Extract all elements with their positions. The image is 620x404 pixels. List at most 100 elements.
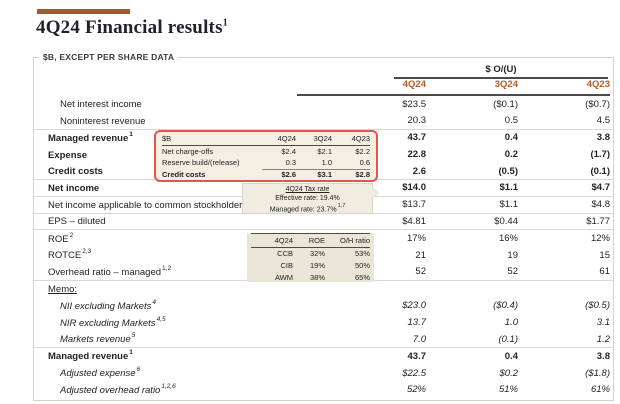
- cell-value: 1.2: [596, 333, 610, 345]
- callout-cell: Credit costs: [162, 169, 206, 179]
- callout-cell: Reserve build/(release): [162, 158, 240, 168]
- callout-cell: $3.1: [296, 169, 332, 179]
- callout-header-cell: 4Q23: [351, 134, 370, 144]
- row-label: NIR excluding Markets4,5: [60, 315, 166, 329]
- cell-value: 0.5: [504, 115, 518, 127]
- cell-value: $23.0: [402, 300, 426, 312]
- cell-value: 1.0: [504, 317, 518, 329]
- callout-cell: $2.4: [281, 146, 296, 156]
- cell-value: $1.1: [499, 199, 519, 211]
- cell-value: 0.2: [504, 149, 518, 161]
- cell-value: $1.1: [499, 182, 519, 194]
- callout-cell: CCB: [277, 249, 293, 258]
- financial-table-frame: $B, EXCEPT PER SHARE DATA $ O/(U) 4Q24 3…: [33, 52, 614, 401]
- column-headers: 4Q24 3Q24 4Q23: [34, 79, 613, 90]
- callout-row: Reserve build/(release) 0.3 1.0 0.6: [162, 157, 370, 169]
- row-label: Credit costs: [48, 166, 103, 178]
- callout-header-cell: 4Q24: [274, 235, 293, 245]
- cell-value: 12%: [590, 233, 610, 245]
- table-row: Expense 22.8 0.2 (1.7): [34, 146, 613, 163]
- row-label: Net interest income: [60, 99, 142, 111]
- page-title: 4Q24 Financial results1: [36, 17, 228, 39]
- callout-cell: 50%: [354, 261, 370, 270]
- cell-value: 52%: [406, 384, 426, 396]
- callout-cell: 32%: [309, 249, 325, 258]
- row-label: Adjusted expense6: [60, 366, 141, 380]
- cell-value: 0.4: [504, 132, 518, 144]
- cell-value: ($0.4): [493, 300, 518, 312]
- col-header-4q23: 4Q23: [586, 79, 610, 90]
- credit-costs-callout: $B 4Q24 3Q24 4Q23 Net charge-offs $2.4 $…: [154, 130, 378, 182]
- cell-value: 16%: [498, 233, 518, 245]
- spacer: [34, 79, 338, 90]
- cell-value: 52: [507, 266, 518, 278]
- callout-cell: AWM: [274, 273, 293, 282]
- cell-value: ($0.5): [585, 300, 610, 312]
- row-label: Noninterest revenue: [60, 115, 146, 127]
- callout-cell: 0.6: [359, 158, 370, 168]
- cell-value: 3.8: [596, 132, 610, 144]
- cell-value: (0.5): [498, 165, 518, 177]
- cell-value: 0.4: [504, 350, 518, 362]
- row-label: ROTCE2,3: [48, 248, 92, 262]
- callout-cell: CIB: [280, 261, 293, 270]
- table-row: Managed revenue1 43.7 0.4 3.8: [34, 348, 613, 365]
- title-footnote: 1: [222, 17, 228, 29]
- cell-value: $0.2: [499, 367, 519, 379]
- table-row: Noninterest revenue 20.3 0.5 4.5: [34, 113, 613, 130]
- callout-row: CCB 32% 53%: [251, 248, 370, 260]
- table-row: Adjusted expense6 $22.5 $0.2 ($1.8): [34, 365, 613, 382]
- row-label: Net income applicable to common stockhol…: [48, 199, 248, 211]
- cell-value: 22.8: [407, 149, 427, 161]
- cell-value: 15: [599, 250, 610, 262]
- col-header-3q24: 3Q24: [494, 79, 518, 90]
- cell-value: 21: [415, 250, 426, 262]
- callout-cell: 65%: [354, 273, 370, 282]
- cell-value: 7.0: [412, 333, 426, 345]
- row-label: Memo:: [48, 283, 78, 295]
- col-header-4q24: 4Q24: [402, 79, 426, 90]
- callout-cell: 19%: [309, 261, 325, 270]
- cell-value: $4.81: [402, 215, 426, 227]
- row-label: NII excluding Markets4: [60, 298, 156, 313]
- row-label: Net income: [48, 182, 100, 194]
- callout-cell: 1.0: [321, 158, 332, 168]
- cell-value: 43.7: [407, 350, 427, 362]
- table-header: $ O/(U) 4Q24 3Q24 4Q23: [34, 58, 613, 96]
- row-label: Managed revenue1: [48, 349, 133, 363]
- row-label: EPS – diluted: [48, 216, 106, 228]
- cell-value: (1.7): [590, 149, 610, 161]
- page-title-text: 4Q24 Financial results: [36, 17, 223, 38]
- cell-value: 4.5: [596, 115, 610, 127]
- cell-value: 61%: [590, 384, 610, 396]
- row-label: Adjusted overhead ratio1,2,6: [60, 382, 176, 397]
- cell-value: 61: [599, 266, 610, 278]
- table-row: NII excluding Markets4 $23.0 ($0.4) ($0.5): [34, 298, 613, 315]
- row-label: ROE2: [48, 231, 74, 245]
- cell-value: ($1.8): [585, 367, 610, 379]
- cell-value: $14.0: [402, 182, 426, 194]
- callout-cell: 0.3: [285, 158, 296, 168]
- cell-value: $0.44: [494, 215, 518, 227]
- cell-value: $4.8: [591, 199, 611, 211]
- segment-roe-callout: 4Q24 ROE O/H ratio CCB 32% 53% CIB 19% 5…: [247, 233, 374, 282]
- table-row: Net interest income $23.5 ($0.1) ($0.7): [34, 96, 613, 113]
- table-row: Adjusted overhead ratio1,2,6 52% 51% 61%: [34, 382, 613, 399]
- cell-value: ($0.7): [585, 98, 610, 110]
- callout-row: AWM 38% 65%: [251, 272, 370, 284]
- callout-header-cell: O/H ratio: [339, 235, 370, 245]
- cell-value: (0.1): [590, 165, 610, 177]
- cell-value: 43.7: [407, 132, 427, 144]
- callout-header-row: $B 4Q24 3Q24 4Q23: [162, 133, 370, 146]
- callout-cell: $2.6: [262, 169, 296, 179]
- cell-value: $23.5: [402, 98, 426, 110]
- callout-cell: 38%: [309, 273, 325, 282]
- cell-value: $4.7: [591, 182, 611, 194]
- cell-value: 2.6: [412, 165, 426, 177]
- callout-cell: Net charge-offs: [162, 146, 214, 156]
- row-label: Overhead ratio – managed1,2: [48, 264, 172, 278]
- callout-header-cell: 3Q24: [313, 134, 332, 144]
- over-under-group-label: $ O/(U): [394, 64, 608, 79]
- row-label: Markets revenue5: [60, 331, 136, 346]
